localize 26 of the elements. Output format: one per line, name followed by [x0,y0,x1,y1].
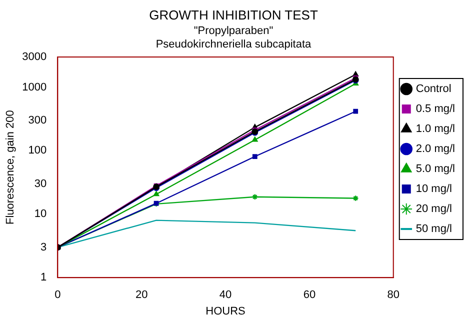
y-tick-label: 300 [28,114,47,126]
chart-subtitle: "Propylparaben" [194,25,274,38]
x-tick-label: 20 [135,289,148,302]
legend-label: 1.0 mg/l [416,123,456,136]
legend-label: 10 mg/l [416,183,452,196]
legend-label: 5.0 mg/l [416,163,456,176]
text: Pseudokirchneriella subcapitata [156,38,312,50]
x-tick-label: 80 [387,289,400,302]
y-tick-label: 3000 [22,51,47,64]
y-tick-label: 1 [40,272,47,284]
y-tick-label: 100 [28,144,47,157]
y-tick-label: 3 [40,241,47,254]
legend-label: 2.0 mg/l [416,143,456,156]
x-tick-label: 0 [54,289,61,302]
x-tick-label: 60 [303,289,316,302]
y-axis-title: Fluorescence, gain 200 [4,110,17,224]
y-tick-label: 30 [34,178,47,190]
y-tick-label: 10 [34,208,47,220]
chart-title: GROWTH INHIBITION TEST [149,7,318,22]
x-tick-label: 40 [219,289,232,302]
legend-label: Control [416,83,452,96]
legend-label: 0.5 mg/l [416,103,456,116]
y-tick-label: 1000 [22,81,47,94]
x-axis-title: HOURS [206,305,246,318]
legend-label: 50 mg/l [416,223,452,236]
legend-label: 20 mg/l [416,203,452,216]
